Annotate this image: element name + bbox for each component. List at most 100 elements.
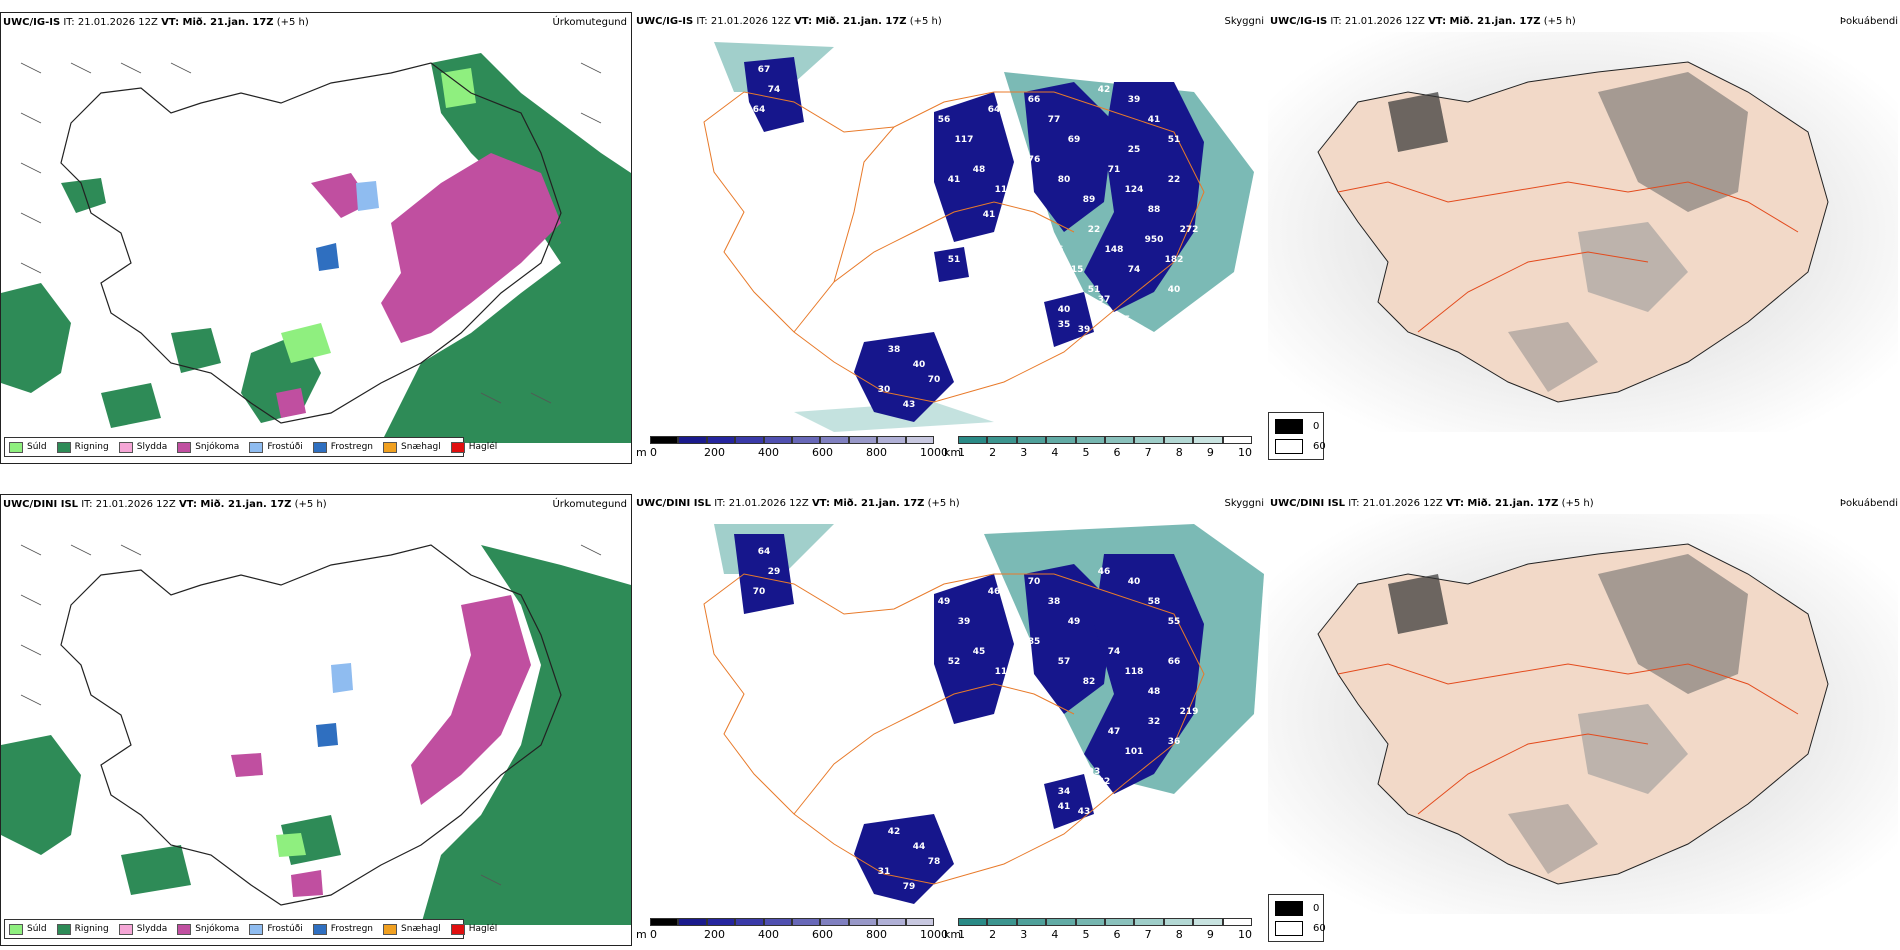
colorbar-tick: 9 xyxy=(1206,446,1214,459)
lead-time: (+5 h) xyxy=(1561,498,1594,509)
cloud-base-value: 61 xyxy=(1048,727,1061,737)
colorbar-swatch xyxy=(820,436,849,444)
legend-item-freezing-drizzle: Frostúði xyxy=(249,923,303,935)
colorbar-swatch xyxy=(1105,436,1135,444)
init-time: IT: 21.01.2026 12Z xyxy=(1348,498,1443,509)
fog-map xyxy=(1268,32,1898,432)
colorbar-swatch xyxy=(848,436,878,444)
precip-legend: Súld Rigning Slydda Snjókoma Frostúði Fr… xyxy=(4,437,497,457)
visibility-colorbar: km 1 2 3 4 5 6 7 8 9 10 xyxy=(944,436,1254,460)
legend-item-hail: Haglél xyxy=(450,441,497,453)
lead-time: (+5 h) xyxy=(294,499,327,510)
colorbar-swatch xyxy=(763,436,792,444)
cloud-base-value: 25 xyxy=(1128,145,1141,155)
lead-time: (+5 h) xyxy=(1543,16,1576,27)
cloud-base-value: 41 xyxy=(983,210,996,220)
colorbar-tick: 3 xyxy=(1020,446,1028,459)
cloud-base-value: 40 xyxy=(913,360,926,370)
legend-item-freezing-rain: Frostregn xyxy=(312,923,373,935)
colorbar-swatch xyxy=(706,436,736,444)
valid-time: VT: Mið. 21.jan. 17Z xyxy=(178,499,292,510)
panel-title: Úrkomutegund xyxy=(552,499,627,510)
colorbar-swatch xyxy=(706,918,736,926)
cloud-base-value: 89 xyxy=(1083,195,1096,205)
cloud-base-value: 67 xyxy=(758,65,771,75)
colorbar-swatch xyxy=(1222,918,1252,926)
cloud-base-value: 41 xyxy=(1148,115,1161,125)
colorbar-swatch xyxy=(1134,918,1164,926)
valid-time: VT: Mið. 21.jan. 17Z xyxy=(811,498,925,509)
cloud-base-value: 272 xyxy=(1180,225,1199,235)
colorbar-tick: 800 xyxy=(866,928,887,941)
cloud-base-value: 79 xyxy=(903,882,916,892)
init-time: IT: 21.01.2026 12Z xyxy=(1330,16,1425,27)
cloud-base-value: 29 xyxy=(768,567,781,577)
precip-panel-dini: UWC/DINI ISL IT: 21.01.2026 12Z VT: Mið.… xyxy=(0,494,632,946)
cloud-base-value: 42 xyxy=(888,827,901,837)
cloud-base-value: 56 xyxy=(938,115,951,125)
colorbar-unit: km xyxy=(944,928,962,941)
cloud-base-value: 104 xyxy=(1025,707,1044,717)
cloud-base-value: 48 xyxy=(973,165,986,175)
cloud-base-value: 31 xyxy=(878,867,891,877)
cloud-base-value: 60 xyxy=(1118,797,1131,807)
cloud-base-value: 51 xyxy=(948,255,961,265)
colorbar-tick: 6 xyxy=(1113,928,1121,941)
cloud-base-value: 51 xyxy=(1088,285,1101,295)
colorbar-swatch xyxy=(1016,436,1047,444)
colorbar-swatch xyxy=(763,918,792,926)
valid-time: VT: Mið. 21.jan. 17Z xyxy=(1428,16,1541,27)
cloud-base-value: 77 xyxy=(1048,115,1061,125)
panel-header: UWC/DINI ISL IT: 21.01.2026 12Z VT: Mið.… xyxy=(3,499,327,510)
colorbar-swatch xyxy=(678,436,707,444)
colorbar-unit: m xyxy=(636,446,647,459)
colorbar-tick: 200 xyxy=(704,446,725,459)
cloud-base-value: 35 xyxy=(1058,320,1071,330)
visibility-colorbar: km 1 2 3 4 5 6 7 8 9 10 xyxy=(944,918,1254,942)
cloud-base-value: 45 xyxy=(973,647,986,657)
colorbar-swatch xyxy=(792,436,821,444)
cloud-base-value: 71 xyxy=(1108,165,1121,175)
fog-panel-dini: UWC/DINI ISL IT: 21.01.2026 12Z VT: Mið.… xyxy=(1268,494,1900,946)
cloud-base-value: 46 xyxy=(1098,567,1111,577)
cloud-base-value: 39 xyxy=(1128,95,1141,105)
init-time: IT: 21.01.2026 12Z xyxy=(714,498,809,509)
colorbar-swatch xyxy=(792,918,821,926)
cloud-base-value: 52 xyxy=(948,657,961,667)
colorbar-swatch xyxy=(958,436,988,444)
snow-areas xyxy=(276,153,561,418)
model-name: UWC/IG-IS xyxy=(3,17,61,28)
colorbar-tick: 800 xyxy=(866,446,887,459)
colorbar-tick: 2 xyxy=(989,446,997,459)
panel-header: UWC/DINI ISL IT: 21.01.2026 12Z VT: Mið.… xyxy=(636,498,960,509)
legend-item-drizzle: Súld xyxy=(9,441,47,453)
lead-time: (+5 h) xyxy=(909,16,942,27)
valid-time: VT: Mið. 21.jan. 17Z xyxy=(161,17,274,28)
colorbar-swatch xyxy=(650,436,679,444)
colorbar-swatch xyxy=(1163,918,1194,926)
cloud-base-value: 41 xyxy=(1058,802,1071,812)
panel-header: UWC/DINI ISL IT: 21.01.2026 12Z VT: Mið.… xyxy=(1270,498,1594,509)
cloud-base-value: 37 xyxy=(1098,295,1111,305)
colorbar-swatch xyxy=(1105,918,1135,926)
cloud-base-value: 101 xyxy=(1125,747,1144,757)
cloud-base-labels: 6774645611764667769423941514148117768089… xyxy=(753,65,1199,410)
cloud-base-value: 64 xyxy=(758,547,771,557)
cloud-base-value: 119 xyxy=(995,667,1014,677)
fog-legend: 0 60 xyxy=(1268,894,1326,942)
cloud-base-value: 74 xyxy=(768,85,781,95)
valid-time: VT: Mið. 21.jan. 17Z xyxy=(794,16,907,27)
colorbar-swatch xyxy=(1075,918,1105,926)
init-time: IT: 21.01.2026 12Z xyxy=(696,16,791,27)
drizzle-areas xyxy=(281,68,476,363)
legend-item-freezing-drizzle: Frostúði xyxy=(249,441,303,453)
precip-map xyxy=(1,53,631,443)
panel-header: UWC/IG-IS IT: 21.01.2026 12Z VT: Mið. 21… xyxy=(3,17,309,28)
cloud-base-value: 182 xyxy=(1165,255,1184,265)
precip-map xyxy=(1,544,631,925)
colorbar-tick: 10 xyxy=(1238,928,1252,941)
cloud-base-value: 80 xyxy=(1058,175,1071,185)
precip-legend: Súld Rigning Slydda Snjókoma Frostúði Fr… xyxy=(4,919,497,939)
colorbar-tick: 4 xyxy=(1051,928,1059,941)
cloud-base-value: 46 xyxy=(988,587,1001,597)
